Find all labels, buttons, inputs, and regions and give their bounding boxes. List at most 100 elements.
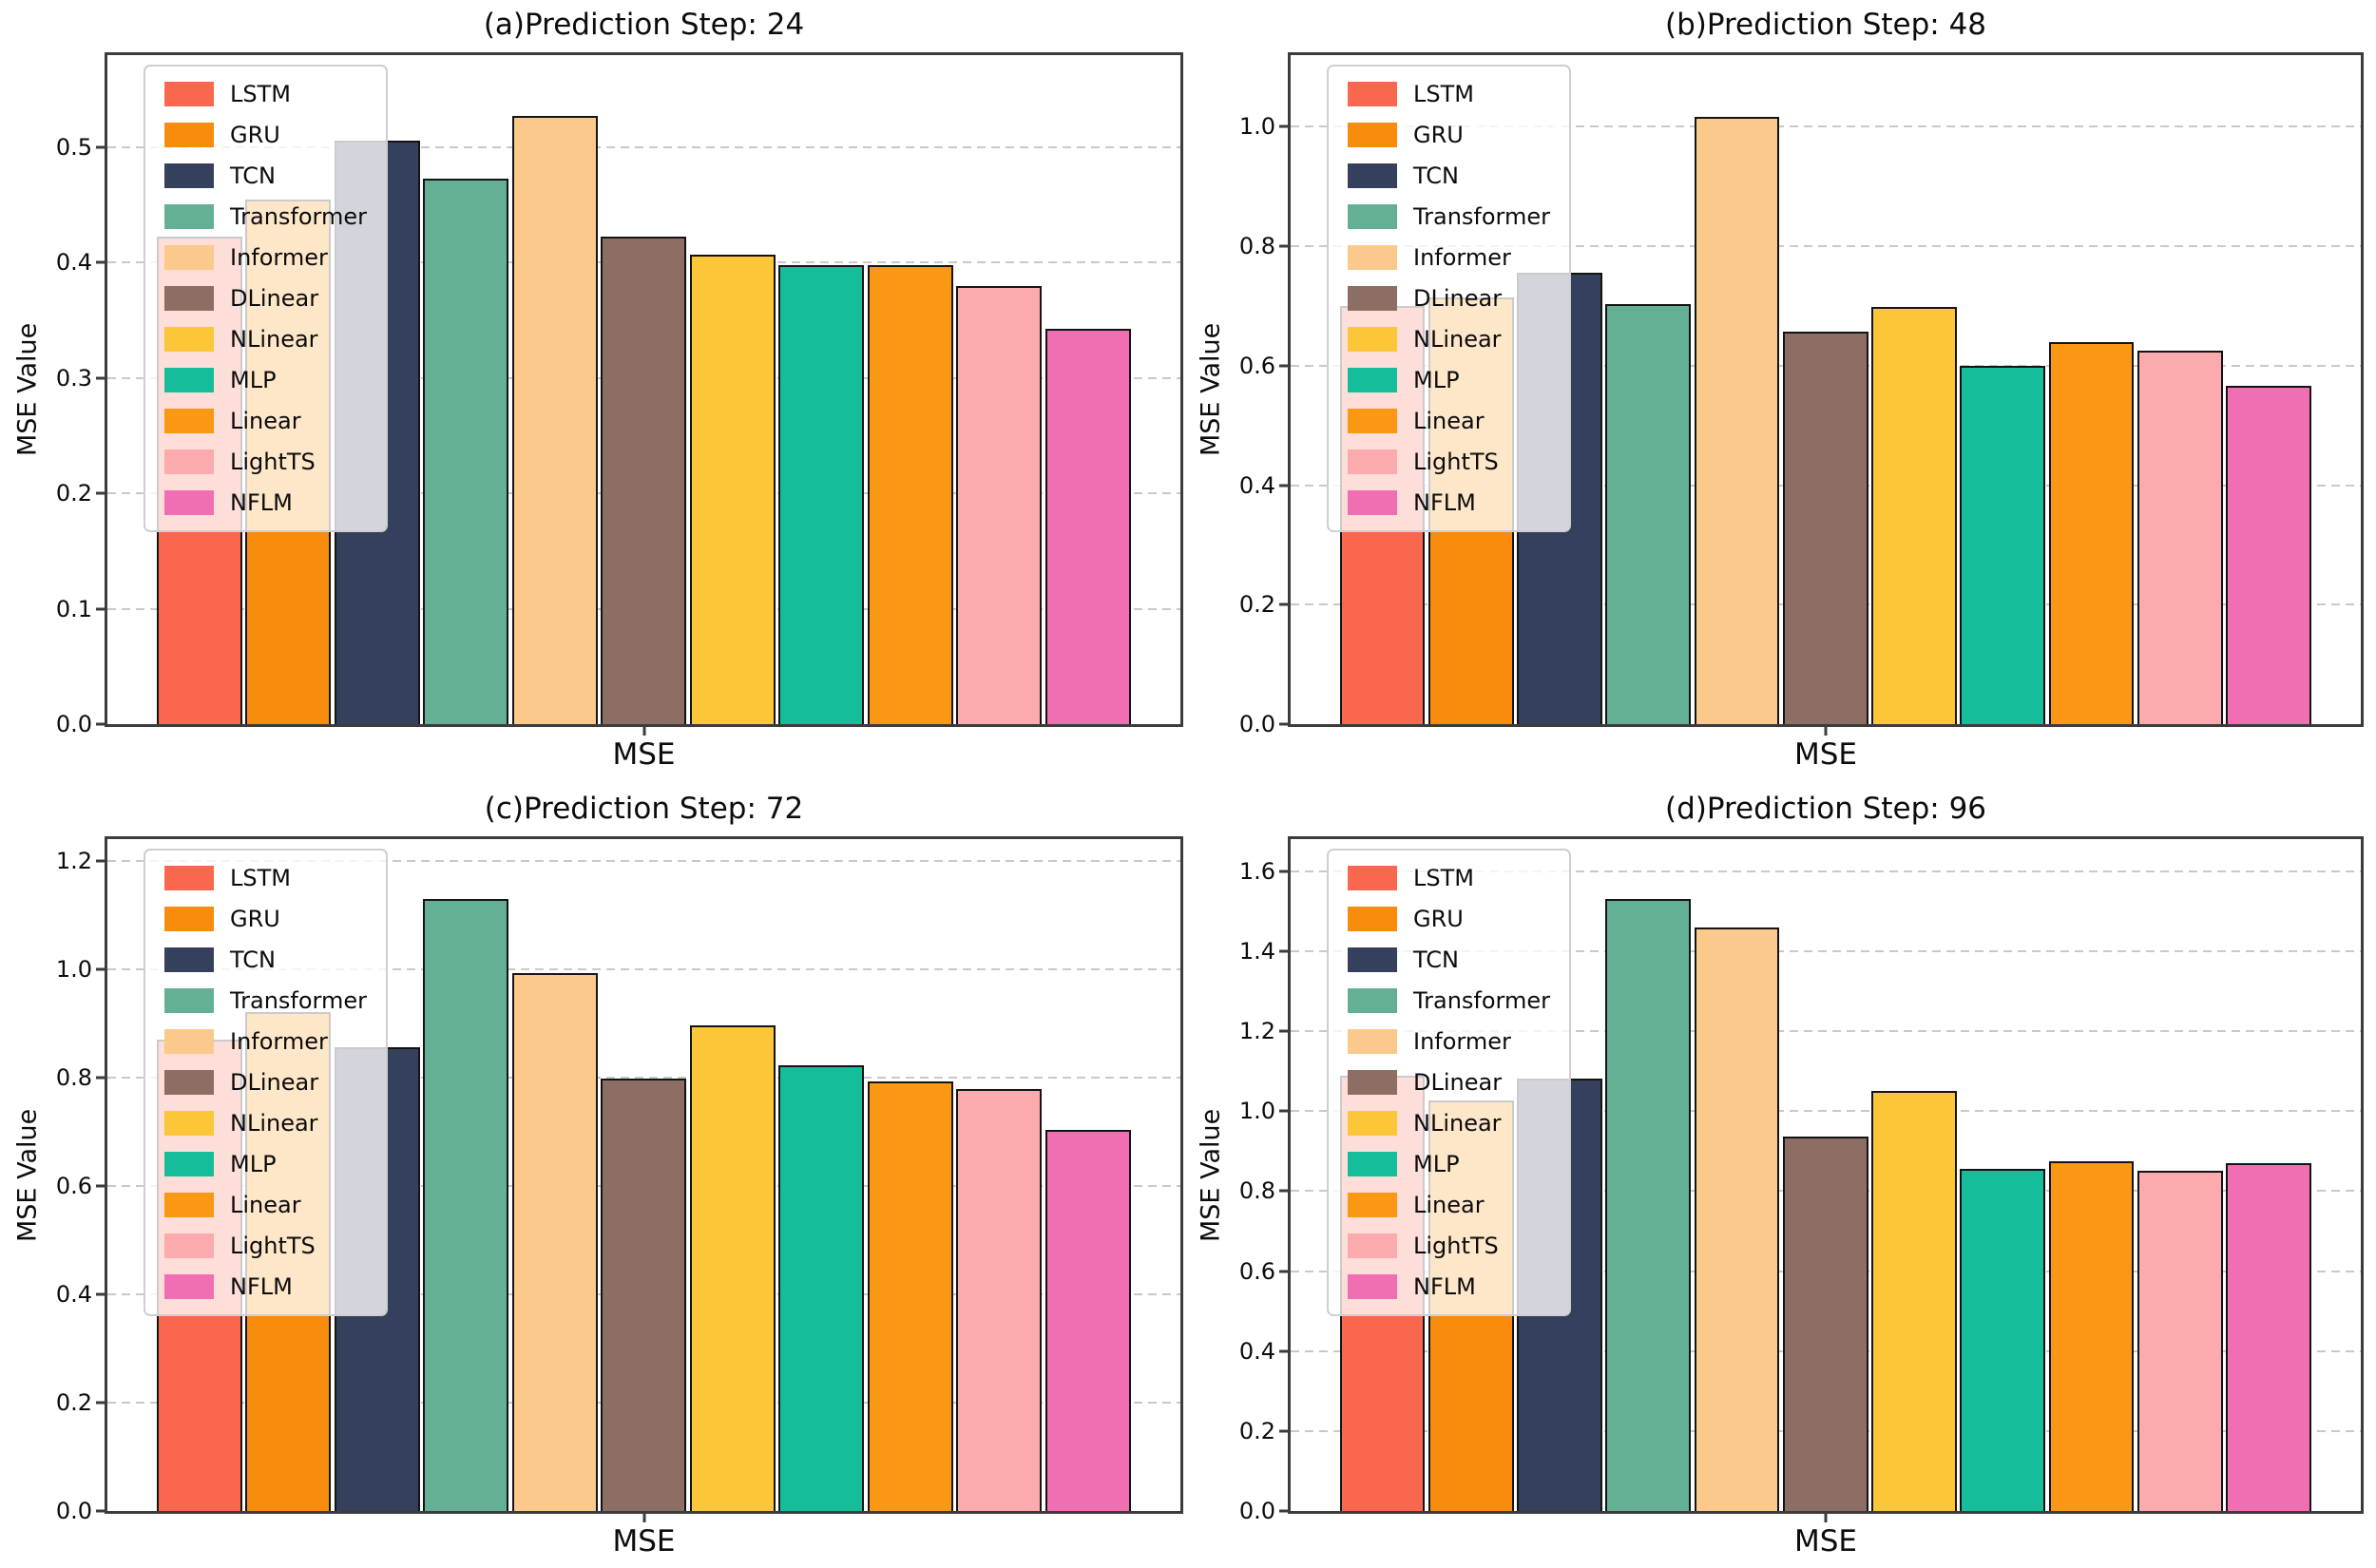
y-tick-mark: [96, 1292, 107, 1296]
legend-row: LSTM: [164, 80, 367, 108]
gridline: [1291, 245, 2361, 248]
legend-row: Transformer: [164, 202, 367, 231]
bar-transformer: [423, 898, 509, 1511]
legend-swatch-nflm: [1348, 490, 1397, 515]
y-tick-mark: [1279, 1189, 1291, 1193]
x-tick-mark: [642, 1511, 645, 1522]
legend-row: TCN: [1348, 162, 1550, 190]
gridline: [107, 967, 1180, 970]
gridline: [1291, 1110, 2361, 1113]
gridline: [1291, 949, 2361, 952]
legend-row: DLinear: [1348, 284, 1550, 313]
legend-swatch-lstm: [1348, 866, 1397, 890]
legend-row: NFLM: [164, 1272, 367, 1301]
x-axis-label: MSE: [1793, 1524, 1857, 1558]
y-tick-label: 1.2: [1238, 1018, 1275, 1044]
chart-title: (b)Prediction Step: 48: [1664, 8, 1987, 42]
legend-swatch-gru: [164, 907, 214, 931]
legend-label: Linear: [1413, 1192, 1485, 1218]
bar-mlp: [1960, 1169, 2046, 1511]
gridline: [107, 146, 1180, 149]
y-tick-label: 0.8: [1238, 1177, 1275, 1205]
panel-prediction-step-24: (a)Prediction Step: 24 MSE Value MSE 0.0…: [13, 8, 1183, 772]
legend-row: Transformer: [1348, 986, 1550, 1015]
legend-swatch-nflm: [164, 490, 214, 515]
bar-nlinear: [1871, 1090, 1957, 1511]
bar-nflm: [1044, 1129, 1131, 1511]
y-tick-label: 0.0: [1238, 711, 1275, 737]
legend-row: LSTM: [1348, 864, 1550, 892]
legend-swatch-lightts: [164, 449, 214, 474]
plot-area: 0.0 0.1 0.2 0.3 0.4 0.5 LSTM GRU TCN Transformer I…: [56, 55, 1180, 737]
legend-row: LightTS: [164, 448, 367, 476]
legend-label: DLinear: [1413, 1069, 1503, 1096]
x-tick-mark: [1824, 724, 1828, 736]
legend-row: NFLM: [1348, 1272, 1550, 1301]
y-tick-mark: [96, 607, 107, 611]
legend-label: TCN: [230, 947, 276, 973]
y-tick-label: 0.0: [55, 711, 92, 737]
bar-nflm: [2226, 386, 2311, 724]
legend-label: NLinear: [230, 1110, 318, 1137]
bar-mlp: [778, 1064, 865, 1511]
legend-row: TCN: [164, 162, 367, 190]
legend-swatch-lightts: [1348, 1233, 1397, 1258]
legend-row: Linear: [1348, 1191, 1550, 1219]
y-tick-label: 1.6: [1238, 857, 1275, 885]
y-tick-mark: [1279, 1349, 1291, 1353]
y-tick-mark: [1279, 949, 1291, 953]
bar-dlinear: [601, 1079, 687, 1511]
bar-nlinear: [689, 1025, 776, 1511]
legend-row: MLP: [1348, 1150, 1550, 1178]
legend-label: NFLM: [1413, 489, 1476, 516]
legend-label: NFLM: [230, 489, 293, 516]
legend-label: LSTM: [230, 81, 291, 107]
legend-label: MLP: [230, 1151, 277, 1177]
y-tick-label: 0.4: [1238, 471, 1275, 499]
legend-row: Transformer: [1348, 202, 1550, 231]
legend-swatch-gru: [164, 123, 214, 147]
bar-transformer: [1605, 899, 1692, 1511]
legend-label: Transformer: [230, 987, 368, 1014]
legend-swatch-dlinear: [164, 1070, 214, 1095]
y-axis-label: MSE Value: [1196, 322, 1226, 457]
x-tick-mark: [642, 724, 645, 736]
bar-nlinear: [1871, 306, 1957, 724]
legend-swatch-gru: [1348, 907, 1397, 931]
legend-label: Transformer: [230, 203, 368, 230]
y-tick-mark: [1279, 1029, 1291, 1033]
x-axis-label: MSE: [612, 1524, 676, 1558]
legend-label: MLP: [1413, 367, 1460, 393]
legend-swatch-lstm: [164, 82, 214, 106]
y-tick-mark: [1279, 870, 1291, 873]
legend-label: Linear: [1413, 408, 1485, 434]
y-tick-label: 1.4: [1238, 937, 1275, 965]
legend-swatch-informer: [1348, 245, 1397, 270]
bar-linear: [867, 264, 953, 724]
legend-label: LSTM: [230, 865, 291, 891]
legend-row: NLinear: [164, 1109, 367, 1138]
legend-swatch-nflm: [1348, 1274, 1397, 1299]
legend-swatch-tcn: [164, 947, 214, 972]
bar-linear: [2048, 1160, 2135, 1511]
y-tick-mark: [1279, 1429, 1291, 1433]
y-tick-label: 1.0: [1238, 113, 1275, 141]
bar-dlinear: [1782, 332, 1868, 724]
chart-title: (c)Prediction Step: 72: [484, 792, 804, 826]
legend-row: LightTS: [1348, 448, 1550, 476]
legend-row: TCN: [164, 946, 367, 974]
x-tick-mark: [1824, 1511, 1828, 1522]
y-tick-label: 1.0: [1238, 1098, 1275, 1125]
legend-row: GRU: [164, 905, 367, 933]
plot-area: 0.0 0.2 0.4 0.6 0.8 1.0 LSTM GRU TCN Transformer I…: [1239, 55, 2361, 737]
panel-prediction-step-72: (c)Prediction Step: 72 MSE Value MSE 0.0…: [13, 792, 1183, 1558]
panel-prediction-step-96: (d)Prediction Step: 96 MSE Value MSE 0.0…: [1197, 792, 2364, 1558]
legend-swatch-tcn: [1348, 163, 1397, 188]
legend-row: Linear: [164, 1191, 367, 1219]
legend-swatch-tcn: [1348, 947, 1397, 972]
y-tick-mark: [96, 260, 107, 264]
y-tick-mark: [96, 376, 107, 380]
legend-swatch-mlp: [164, 368, 214, 392]
gridline: [1291, 125, 2361, 128]
bar-nflm: [1044, 328, 1131, 724]
